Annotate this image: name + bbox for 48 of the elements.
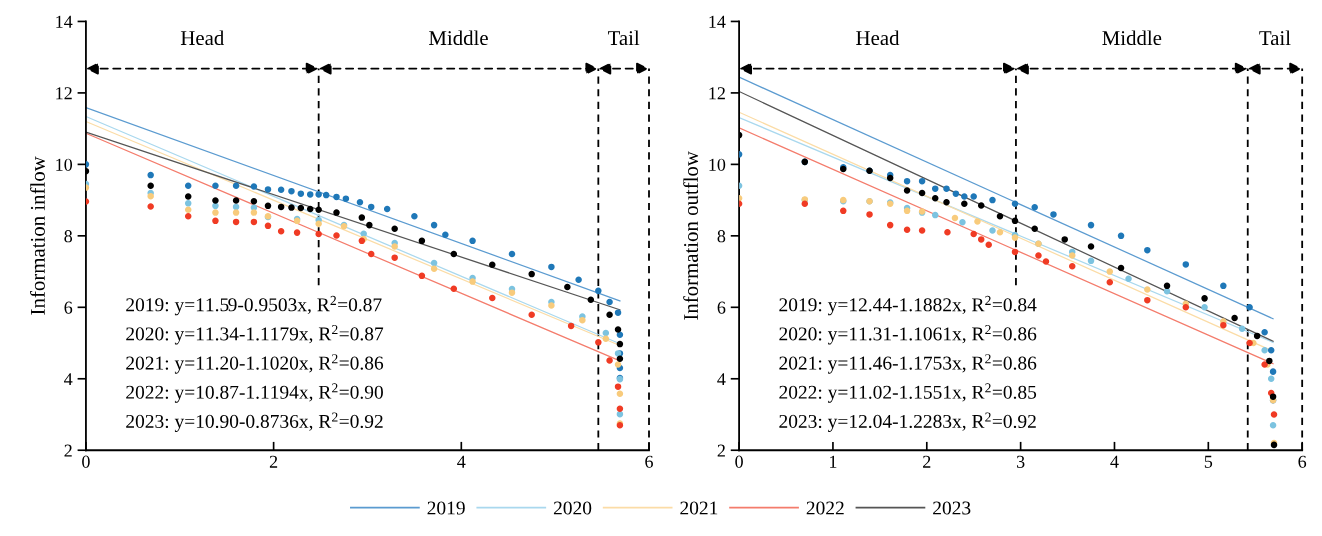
y-tick-label: 10 xyxy=(56,158,73,171)
legend-label: 2020 xyxy=(553,501,592,515)
y-tick-label: 6 xyxy=(64,301,73,314)
y-tick-label: 8 xyxy=(64,230,73,243)
annotation: Head xyxy=(180,30,225,46)
x-tick-label: 2 xyxy=(269,455,278,468)
y-tick-label: 10 xyxy=(709,158,726,171)
annotation: 2020: y=11.34-1.1179x, R$^{2}$=0.87 xyxy=(126,325,384,345)
y-tick-label: 2 xyxy=(717,444,725,457)
y-tick-label: 12 xyxy=(56,87,72,100)
annotation: 2019: y=12.44-1.1882x, R$^{2}$=0.84 xyxy=(779,295,1037,316)
y-axis-title: Information outflow xyxy=(683,151,699,320)
x-tick-label: 0 xyxy=(735,455,743,468)
annotation: Head xyxy=(856,30,900,46)
y-tick-label: 12 xyxy=(709,87,725,100)
x-tick-label: 2 xyxy=(923,455,931,468)
annotation: 2020: y=11.31-1.1061x, R$^{2}$=0.86 xyxy=(779,325,1037,345)
y-tick-label: 14 xyxy=(709,15,726,28)
y-tick-label: 4 xyxy=(717,373,726,386)
x-tick-label: 4 xyxy=(1110,455,1119,468)
legend-label: 2022 xyxy=(806,501,844,515)
annotation: 2019: y=11.59-0.9503x, R$^{2}$=0.87 xyxy=(126,295,382,316)
annotation: Tail xyxy=(608,30,640,46)
y-tick-label: 4 xyxy=(64,373,73,386)
legend-label: 2019 xyxy=(427,501,465,515)
x-tick-label: 6 xyxy=(645,455,653,468)
x-tick-label: 3 xyxy=(1016,455,1025,468)
annotation: 2022: y=11.02-1.1551x, R$^{2}$=0.85 xyxy=(779,383,1037,403)
y-tick-label: 2 xyxy=(64,444,72,457)
y-axis-title: Information inflow xyxy=(30,156,45,315)
annotation: 2021: y=11.20-1.1020x, R$^{2}$=0.86 xyxy=(126,354,384,374)
annotation: 2023: y=12.04-1.2283x, R$^{2}$=0.92 xyxy=(779,412,1036,432)
legend-label: 2021 xyxy=(680,501,718,515)
x-tick-label: 0 xyxy=(82,455,90,468)
annotation: 2021: y=11.46-1.1753x, R$^{2}$=0.86 xyxy=(779,354,1037,374)
annotation: Middle xyxy=(429,30,488,46)
annotation: Tail xyxy=(1259,30,1291,46)
y-tick-label: 14 xyxy=(56,15,73,28)
legend-label: 2023 xyxy=(933,501,971,515)
y-tick-label: 8 xyxy=(717,230,726,243)
x-tick-label: 4 xyxy=(457,455,466,468)
x-tick-label: 6 xyxy=(1298,455,1307,468)
x-tick-label: 1 xyxy=(830,455,837,468)
annotation: Middle xyxy=(1102,30,1162,46)
y-tick-label: 6 xyxy=(717,301,726,314)
annotation: 2022: y=10.87-1.1194x, R$^{2}$=0.90 xyxy=(126,383,383,403)
x-tick-label: 5 xyxy=(1204,455,1213,468)
annotation: 2023: y=10.90-0.8736x, R$^{2}$=0.92 xyxy=(126,412,383,432)
